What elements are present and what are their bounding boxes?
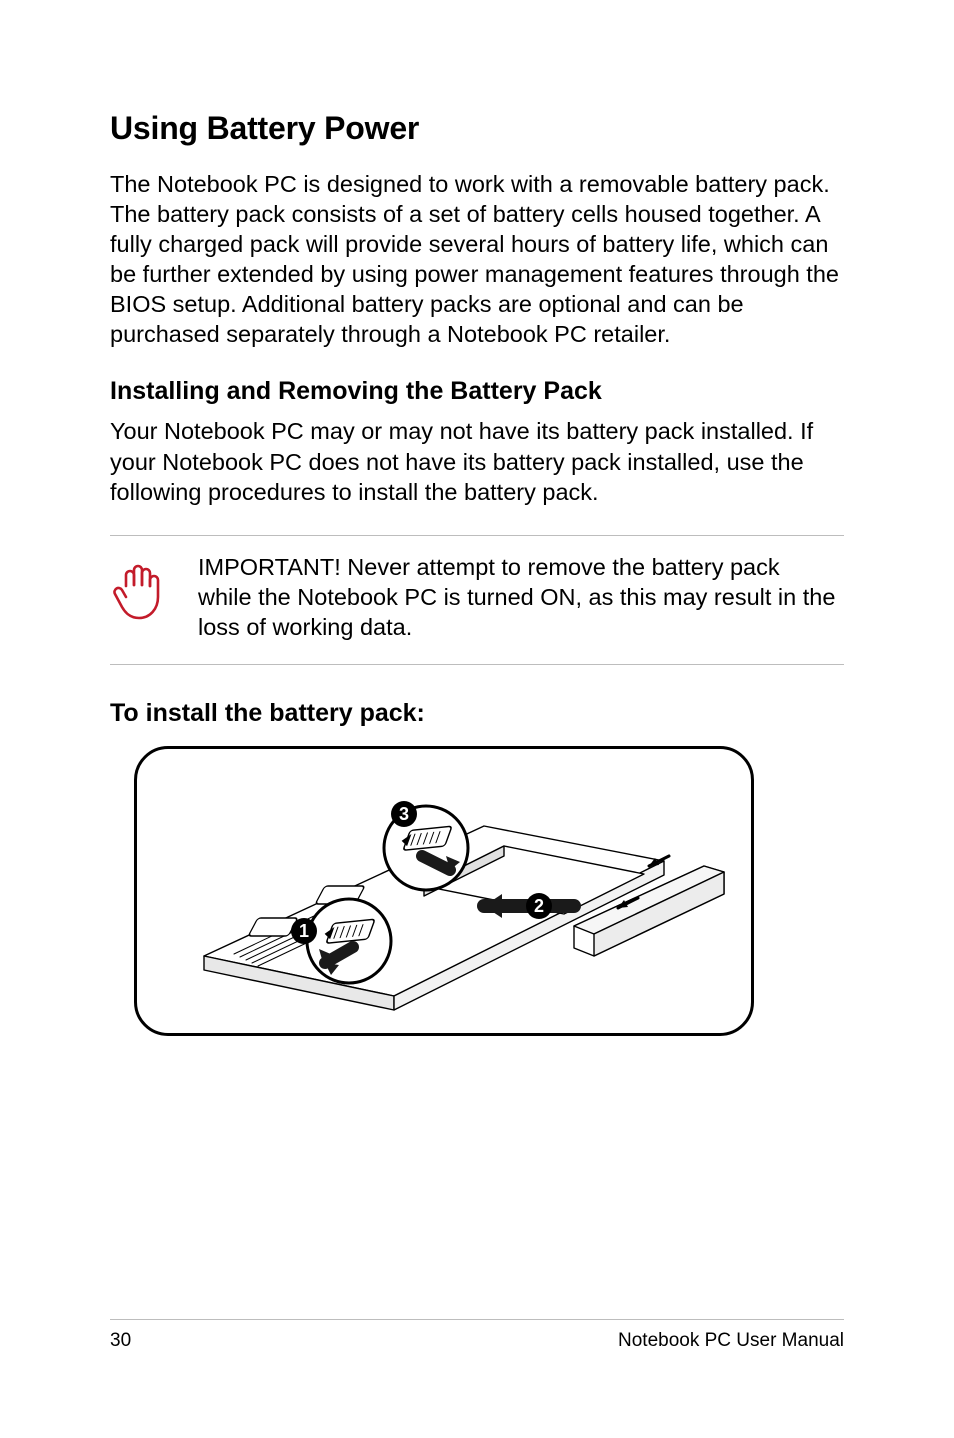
document-page: Using Battery Power The Notebook PC is d…	[0, 0, 954, 1438]
heading-install-remove: Installing and Removing the Battery Pack	[110, 377, 844, 406]
hand-stop-icon	[110, 558, 168, 629]
important-callout: IMPORTANT! Never attempt to remove the b…	[110, 535, 844, 665]
figure-callout-3: 3	[399, 804, 409, 824]
heading-to-install: To install the battery pack:	[110, 699, 844, 728]
battery-install-figure: 3 1	[134, 746, 754, 1036]
page-footer: 30 Notebook PC User Manual	[110, 1319, 844, 1352]
important-text: IMPORTANT! Never attempt to remove the b…	[198, 552, 844, 642]
figure-callout-1: 1	[299, 921, 309, 941]
figure-callout-2: 2	[534, 896, 544, 916]
page-number: 30	[110, 1330, 131, 1352]
heading-using-battery-power: Using Battery Power	[110, 110, 844, 147]
footer-title: Notebook PC User Manual	[618, 1330, 844, 1352]
paragraph-intro: The Notebook PC is designed to work with…	[110, 169, 844, 349]
paragraph-install-remove: Your Notebook PC may or may not have its…	[110, 416, 844, 506]
